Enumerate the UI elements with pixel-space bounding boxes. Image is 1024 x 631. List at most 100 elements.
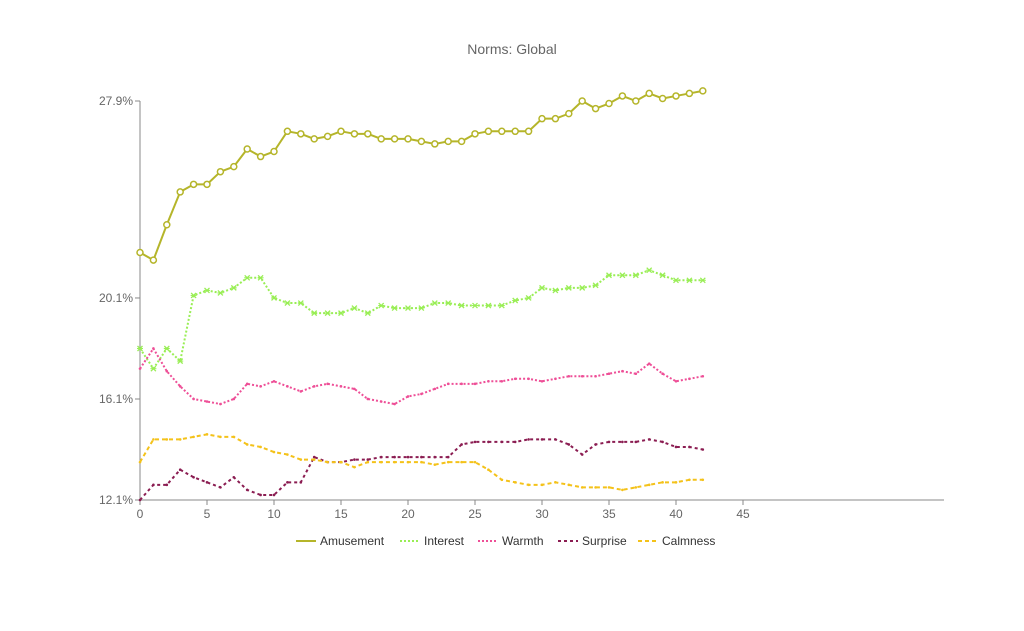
data-point-calmness (219, 435, 222, 439)
data-point-interest (204, 287, 210, 294)
data-point-warmth (245, 382, 249, 386)
data-point-amusement (431, 140, 439, 148)
data-point-amusement (471, 130, 479, 138)
data-point-interest (458, 302, 465, 309)
data-point-interest (539, 284, 545, 291)
data-point-calmness (446, 460, 450, 464)
data-point-amusement (270, 147, 278, 156)
data-point-warmth (312, 385, 316, 388)
data-point-amusement (350, 130, 359, 138)
data-point-surprise (379, 455, 383, 459)
data-point-surprise (152, 483, 155, 487)
data-point-interest (485, 302, 492, 309)
data-point-amusement (337, 127, 345, 136)
data-point-amusement (551, 114, 560, 123)
data-point-calmness (580, 486, 584, 489)
data-point-amusement (189, 180, 198, 189)
legend-label-warmth: Warmth (502, 534, 544, 548)
data-point-calmness (339, 460, 343, 464)
x-tick-label: 25 (468, 507, 482, 521)
data-point-amusement (658, 94, 667, 103)
data-point-surprise (245, 488, 249, 492)
data-point-surprise (446, 455, 450, 459)
data-point-warmth (152, 347, 155, 350)
data-point-surprise (634, 440, 638, 444)
data-point-warmth (178, 385, 182, 388)
data-point-interest (606, 272, 612, 279)
data-point-surprise (286, 481, 289, 484)
x-tick-label: 45 (736, 507, 750, 521)
data-point-amusement (216, 167, 225, 176)
x-tick-label: 40 (669, 507, 683, 521)
data-point-amusement (632, 97, 640, 105)
data-point-interest (699, 277, 706, 284)
legend-item-surprise: Surprise (558, 534, 627, 548)
data-point-amusement (176, 188, 184, 196)
data-point-surprise (554, 438, 557, 441)
data-point-amusement (524, 127, 533, 136)
data-point-surprise (165, 483, 169, 487)
data-point-amusement (136, 248, 144, 257)
plot-area (136, 87, 707, 502)
data-point-interest (592, 282, 599, 289)
data-point-interest (284, 300, 291, 306)
data-point-calmness (594, 486, 597, 489)
data-point-warmth (460, 382, 463, 386)
data-point-warmth (540, 380, 544, 383)
data-point-interest (579, 284, 586, 291)
data-point-calmness (661, 481, 664, 484)
data-point-surprise (661, 440, 664, 444)
data-point-interest (137, 345, 143, 352)
data-point-interest (163, 345, 170, 352)
data-point-warmth (647, 362, 651, 365)
data-point-calmness (192, 435, 195, 439)
data-point-calmness (554, 481, 557, 484)
data-point-amusement (149, 256, 158, 264)
data-point-interest (177, 358, 184, 365)
data-point-amusement (364, 130, 372, 138)
data-point-calmness (688, 478, 691, 482)
data-point-surprise (420, 455, 423, 459)
data-point-interest (378, 302, 385, 309)
data-point-interest (324, 310, 331, 317)
data-point-amusement (243, 145, 251, 153)
data-point-interest (311, 310, 318, 317)
data-point-calmness (353, 465, 356, 469)
legend-item-calmness: Calmness (638, 534, 715, 548)
data-point-warmth (473, 382, 477, 386)
data-point-interest (364, 310, 371, 317)
data-point-calmness (152, 438, 155, 441)
data-point-amusement (444, 137, 452, 146)
data-point-calmness (245, 443, 249, 446)
data-point-surprise (460, 443, 463, 446)
data-point-surprise (192, 475, 195, 479)
data-point-interest (405, 305, 411, 312)
legend-label-surprise: Surprise (582, 534, 627, 548)
data-point-surprise (540, 438, 544, 441)
data-point-calmness (607, 486, 611, 489)
data-point-interest (632, 272, 639, 279)
data-point-interest (297, 300, 304, 306)
x-tick-label: 5 (204, 507, 211, 521)
data-point-interest (619, 272, 626, 279)
data-point-amusement (538, 114, 546, 123)
data-point-surprise (580, 453, 584, 456)
series-line-interest (139, 269, 703, 370)
data-point-calmness (701, 478, 705, 482)
data-point-interest (338, 310, 344, 317)
data-point-warmth (219, 402, 222, 406)
data-point-surprise (433, 455, 437, 459)
data-point-surprise (621, 440, 624, 444)
legend-label-amusement: Amusement (320, 534, 385, 548)
data-point-calmness (460, 460, 463, 464)
data-point-warmth (661, 372, 664, 376)
chart-axes: 0 5 10 15 20 25 30 35 40 45 12.1% 16.1% 20.1% 27.9% (99, 94, 944, 521)
data-point-calmness (500, 478, 504, 482)
x-tick-label: 10 (267, 507, 281, 521)
data-point-interest (418, 305, 425, 312)
data-point-warmth (326, 382, 329, 386)
data-point-surprise (594, 443, 597, 446)
data-point-surprise (567, 443, 571, 446)
data-point-interest (565, 284, 572, 291)
data-point-calmness (647, 483, 651, 487)
